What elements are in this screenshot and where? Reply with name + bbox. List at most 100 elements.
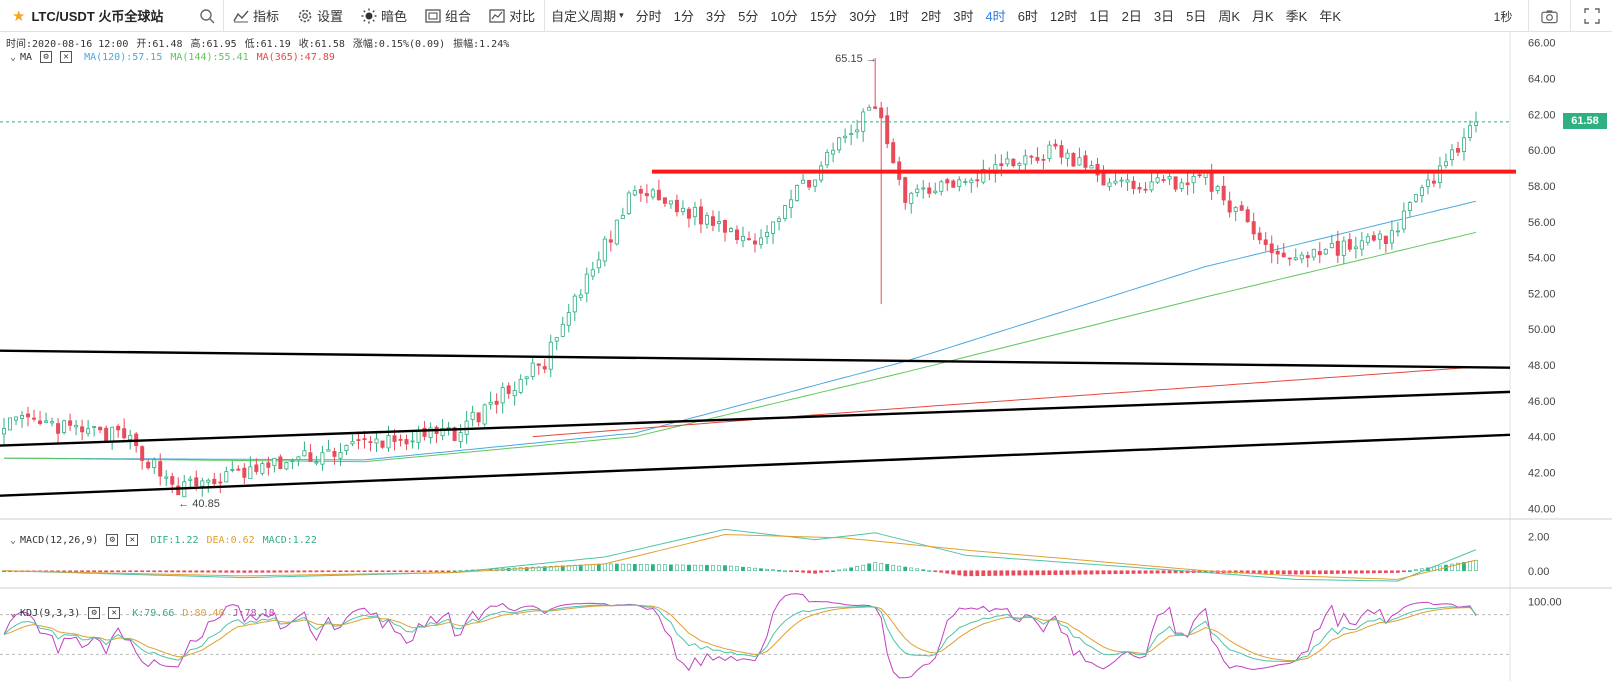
symbol-name: LTC/USDT 火币全球站	[31, 9, 164, 24]
refresh-interval[interactable]: 1秒	[1478, 0, 1528, 32]
period-tab[interactable]: 30分	[849, 9, 877, 24]
macd-histogram-bar	[92, 570, 97, 573]
period-tab[interactable]: 15分	[809, 9, 838, 24]
macd-histogram-bar	[356, 570, 361, 573]
period-tab[interactable]: 2时	[920, 9, 942, 24]
candle-body	[1341, 240, 1346, 256]
price-axis-tick: 66.00	[1528, 38, 1556, 50]
candle-body	[789, 199, 794, 209]
macd-histogram-bar	[1089, 570, 1094, 575]
candle-body	[104, 427, 109, 442]
period-tab[interactable]: 3分	[705, 9, 727, 24]
candle-body	[602, 238, 607, 262]
macd-histogram-bar	[278, 570, 283, 573]
candle-body	[92, 425, 97, 428]
indicator-button[interactable]: 指标	[224, 0, 288, 32]
macd-histogram-bar	[1281, 570, 1286, 575]
macd-histogram-bar	[1053, 570, 1058, 575]
macd-histogram-bar	[122, 570, 127, 573]
candle-body	[1293, 257, 1298, 261]
macd-histogram-bar	[350, 570, 355, 573]
macd-histogram-bar	[1287, 570, 1292, 575]
candle-body	[2, 428, 7, 435]
period-tab[interactable]: 2日	[1121, 9, 1142, 24]
candle-body	[128, 435, 133, 441]
period-tab[interactable]: 周K	[1218, 9, 1240, 24]
macd-histogram-bar	[909, 567, 914, 572]
price-axis-tick: 54.00	[1528, 253, 1556, 265]
settings-button[interactable]: 设置	[288, 0, 352, 32]
macd-axis-tick: 2.00	[1528, 531, 1549, 543]
macd-dif-value: DIF:1.22	[150, 534, 199, 546]
kdj-close-icon[interactable]: ✕	[108, 607, 121, 619]
macd-histogram-bar	[386, 570, 391, 573]
kdj-line	[3, 593, 1477, 679]
candle-body	[963, 181, 968, 183]
macd-histogram-bar	[218, 570, 223, 573]
candle-body	[638, 189, 643, 194]
period-tab[interactable]: 6时	[1017, 9, 1038, 24]
period-tab[interactable]: 1分	[673, 9, 694, 24]
period-tab[interactable]: 年K	[1319, 9, 1342, 24]
macd-histogram-bar	[200, 570, 205, 573]
search-icon[interactable]	[199, 8, 215, 24]
dark-theme-button[interactable]: 暗色	[352, 0, 416, 32]
candle-body	[32, 417, 37, 420]
ohlc-legend: 时间:2020-08-16 12:00 开:61.48 高:61.95 低:61…	[6, 35, 517, 50]
period-tab[interactable]: 1时	[888, 9, 909, 24]
period-tab[interactable]: 5分	[738, 9, 759, 24]
candle-body	[500, 387, 505, 404]
period-tab[interactable]: 分时	[635, 9, 662, 24]
ma-close-icon[interactable]: ✕	[60, 51, 73, 63]
macd-histogram-bar	[320, 570, 325, 573]
ma-settings-icon[interactable]: ⚙	[40, 51, 53, 63]
macd-histogram-bar	[897, 565, 902, 572]
layout-button[interactable]: 组合	[416, 0, 480, 32]
macd-histogram-bar	[392, 570, 397, 573]
macd-histogram-bar	[1468, 561, 1472, 572]
macd-histogram-bar	[771, 569, 775, 572]
period-tab[interactable]: 季K	[1285, 9, 1308, 24]
macd-histogram-bar	[242, 570, 247, 573]
period-tab[interactable]: 月K	[1252, 9, 1274, 24]
macd-histogram-bar	[1365, 570, 1370, 574]
candle-body	[1041, 158, 1046, 161]
macd-histogram-bar	[1402, 570, 1406, 573]
collapse-icon[interactable]: ⌄	[10, 534, 17, 546]
candle-body	[921, 187, 926, 190]
macd-histogram-bar	[236, 570, 241, 573]
candle-body	[867, 107, 872, 111]
candle-body	[855, 129, 860, 133]
star-icon[interactable]: ★	[12, 7, 26, 25]
custom-period-dropdown[interactable]: 自定义周期 ▾	[545, 0, 630, 32]
collapse-icon[interactable]: ⌄	[10, 51, 17, 63]
macd-histogram-bar	[1101, 570, 1106, 575]
candle-body	[765, 232, 770, 238]
period-tab[interactable]: 5日	[1186, 9, 1207, 24]
symbol-selector[interactable]: ★ LTC/USDT 火币全球站	[0, 0, 224, 32]
fullscreen-button[interactable]	[1570, 0, 1612, 32]
period-tab[interactable]: 4时	[985, 9, 1006, 24]
macd-histogram-bar	[1071, 570, 1076, 575]
period-tab[interactable]: 3日	[1153, 9, 1175, 24]
macd-close-icon[interactable]: ✕	[126, 534, 139, 546]
macd-settings-icon[interactable]: ⚙	[106, 534, 119, 546]
period-tab[interactable]: 3时	[953, 9, 974, 24]
screenshot-button[interactable]	[1528, 0, 1570, 32]
kdj-settings-icon[interactable]: ⚙	[88, 607, 101, 619]
compare-button[interactable]: 对比	[480, 0, 544, 32]
candle-body	[428, 427, 433, 438]
candle-body	[296, 456, 301, 461]
period-list: 分时 1分 3分 5分 10分 15分 30分 1时 2时 3时 4时 6时 12时 1日 2日 3日 5日 周K…	[630, 0, 1347, 32]
period-tab[interactable]: 1日	[1089, 9, 1110, 24]
macd-histogram-bar	[260, 570, 265, 573]
ohlc-amplitude: 振幅:1.24%	[453, 39, 510, 50]
macd-histogram-bar	[729, 565, 733, 572]
period-tab[interactable]: 12时	[1049, 9, 1078, 24]
price-chart[interactable]: 40.00 42.00 44.00 46.00 48.00 50.00 52.00 54.00…	[0, 32, 1612, 681]
macd-histogram-bar	[602, 563, 607, 572]
macd-histogram-bar	[164, 570, 169, 573]
collapse-icon[interactable]: ⌄	[10, 607, 17, 619]
period-tab[interactable]: 10分	[770, 9, 798, 24]
macd-axis-tick: 0.00	[1528, 566, 1549, 578]
